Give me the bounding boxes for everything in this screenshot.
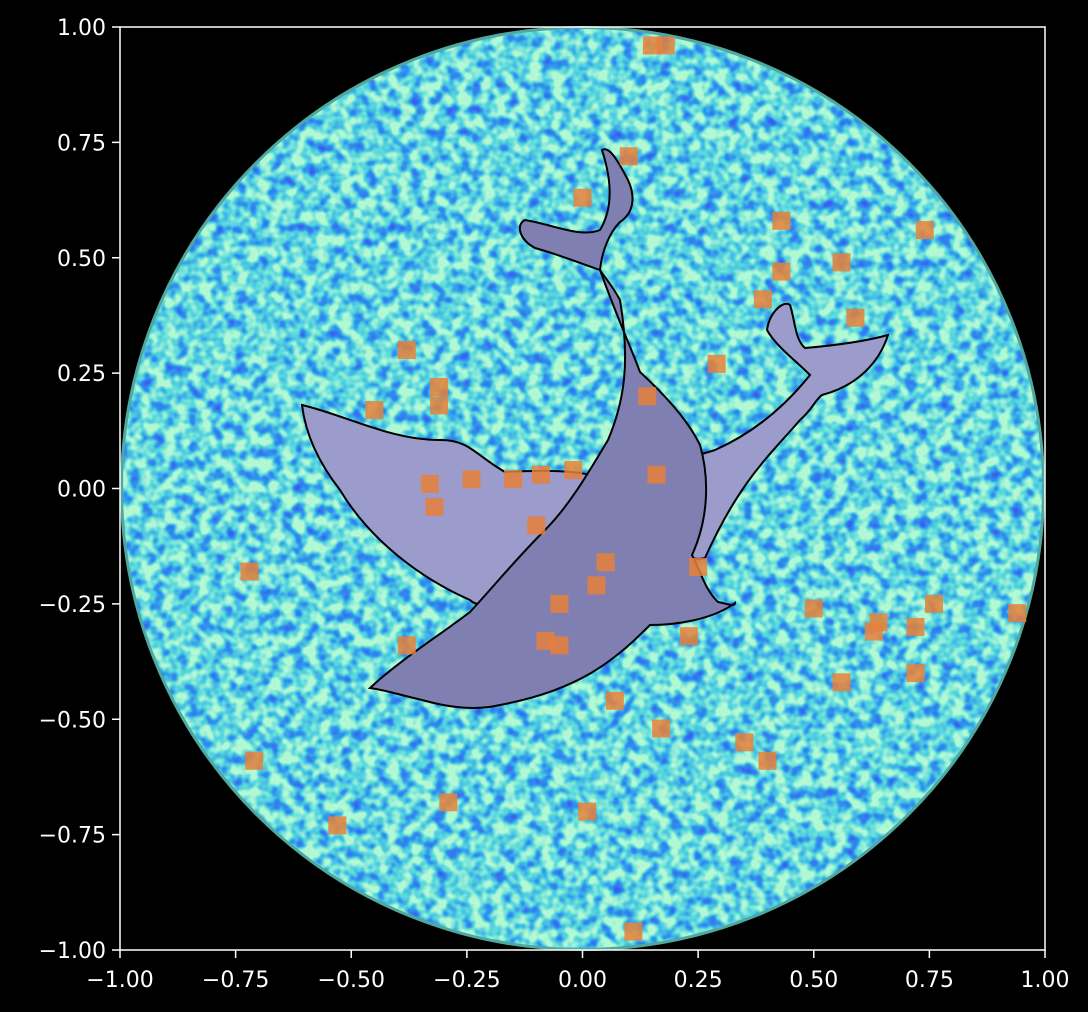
scatter-point <box>832 253 851 272</box>
scatter-point <box>772 262 791 281</box>
scatter-point <box>536 631 555 650</box>
scatter-point <box>864 622 883 641</box>
scatter-point <box>906 617 925 636</box>
scatter-point <box>689 557 708 576</box>
scatter-point <box>652 719 671 738</box>
scatter-point <box>578 802 597 821</box>
scatter-point <box>527 516 546 535</box>
scatter-point <box>753 290 772 309</box>
scatter-point <box>365 401 384 420</box>
y-tick-label: 0.25 <box>57 362 106 387</box>
scatter-point <box>550 636 569 655</box>
scatter-point <box>846 308 865 327</box>
y-tick-label: 0.75 <box>57 131 106 156</box>
scatter-point <box>758 751 777 770</box>
x-tick-label: 0.25 <box>674 968 723 993</box>
y-tick-label: −0.25 <box>39 593 106 618</box>
x-tick-label: −1.00 <box>86 968 153 993</box>
scatter-point <box>397 636 416 655</box>
scatter-point <box>832 673 851 692</box>
y-tick-label: 1.00 <box>57 16 106 41</box>
scatter-point <box>531 465 550 484</box>
scatter-points <box>240 36 1027 941</box>
x-tick-label: −0.25 <box>433 968 500 993</box>
scatter-point <box>245 751 264 770</box>
scatter-point <box>328 816 347 835</box>
scatter-point <box>656 36 675 55</box>
scatter-point <box>915 221 934 240</box>
scatter-point <box>679 627 698 646</box>
scatter-point <box>420 474 439 493</box>
scatter-point <box>619 147 638 166</box>
scatter-point <box>397 341 416 360</box>
scatter-point <box>804 599 823 618</box>
scatter-point <box>735 733 754 752</box>
scatter-point <box>596 553 615 572</box>
scatter-point <box>425 497 444 516</box>
x-tick-label: 0.50 <box>789 968 838 993</box>
y-axis: 1.00 0.75 0.50 0.25 0.00 −0.25 −0.50 −0.75 −1.00 <box>39 16 120 964</box>
scatter-point <box>550 594 569 613</box>
scatter-point <box>564 461 583 480</box>
x-tick-label: 0.75 <box>905 968 954 993</box>
scatter-point <box>439 793 458 812</box>
x-tick-label: −0.75 <box>202 968 269 993</box>
scatter-point <box>642 36 661 55</box>
y-tick-label: −0.50 <box>39 708 106 733</box>
scatter-point <box>430 377 449 396</box>
scatter-point <box>638 387 657 406</box>
y-tick-label: 0.50 <box>57 247 106 272</box>
y-tick-label: 0.00 <box>57 478 106 503</box>
scatter-point <box>240 562 259 581</box>
scatter-point <box>707 354 726 373</box>
scatter-point <box>605 691 624 710</box>
x-tick-label: 0.00 <box>558 968 607 993</box>
scatter-point <box>925 594 943 613</box>
x-tick-label: 1.00 <box>1021 968 1070 993</box>
scatter-point <box>772 211 791 230</box>
scatter-point <box>647 465 666 484</box>
scatter-point <box>624 922 643 941</box>
dolphin-front <box>367 148 737 709</box>
scatter-point <box>1008 604 1027 623</box>
scatter-point <box>906 664 925 683</box>
scatter-point <box>587 576 606 595</box>
scatter-point <box>504 470 523 489</box>
scatter-point <box>573 188 592 207</box>
x-tick-label: −0.50 <box>318 968 385 993</box>
x-axis: −1.00 −0.75 −0.50 −0.25 0.00 0.25 0.50 0.75 1.00 <box>86 950 1069 993</box>
scatter-point <box>462 470 481 489</box>
y-tick-label: −0.75 <box>39 824 106 849</box>
scatter-point <box>430 396 449 415</box>
y-tick-label: −1.00 <box>39 939 106 964</box>
